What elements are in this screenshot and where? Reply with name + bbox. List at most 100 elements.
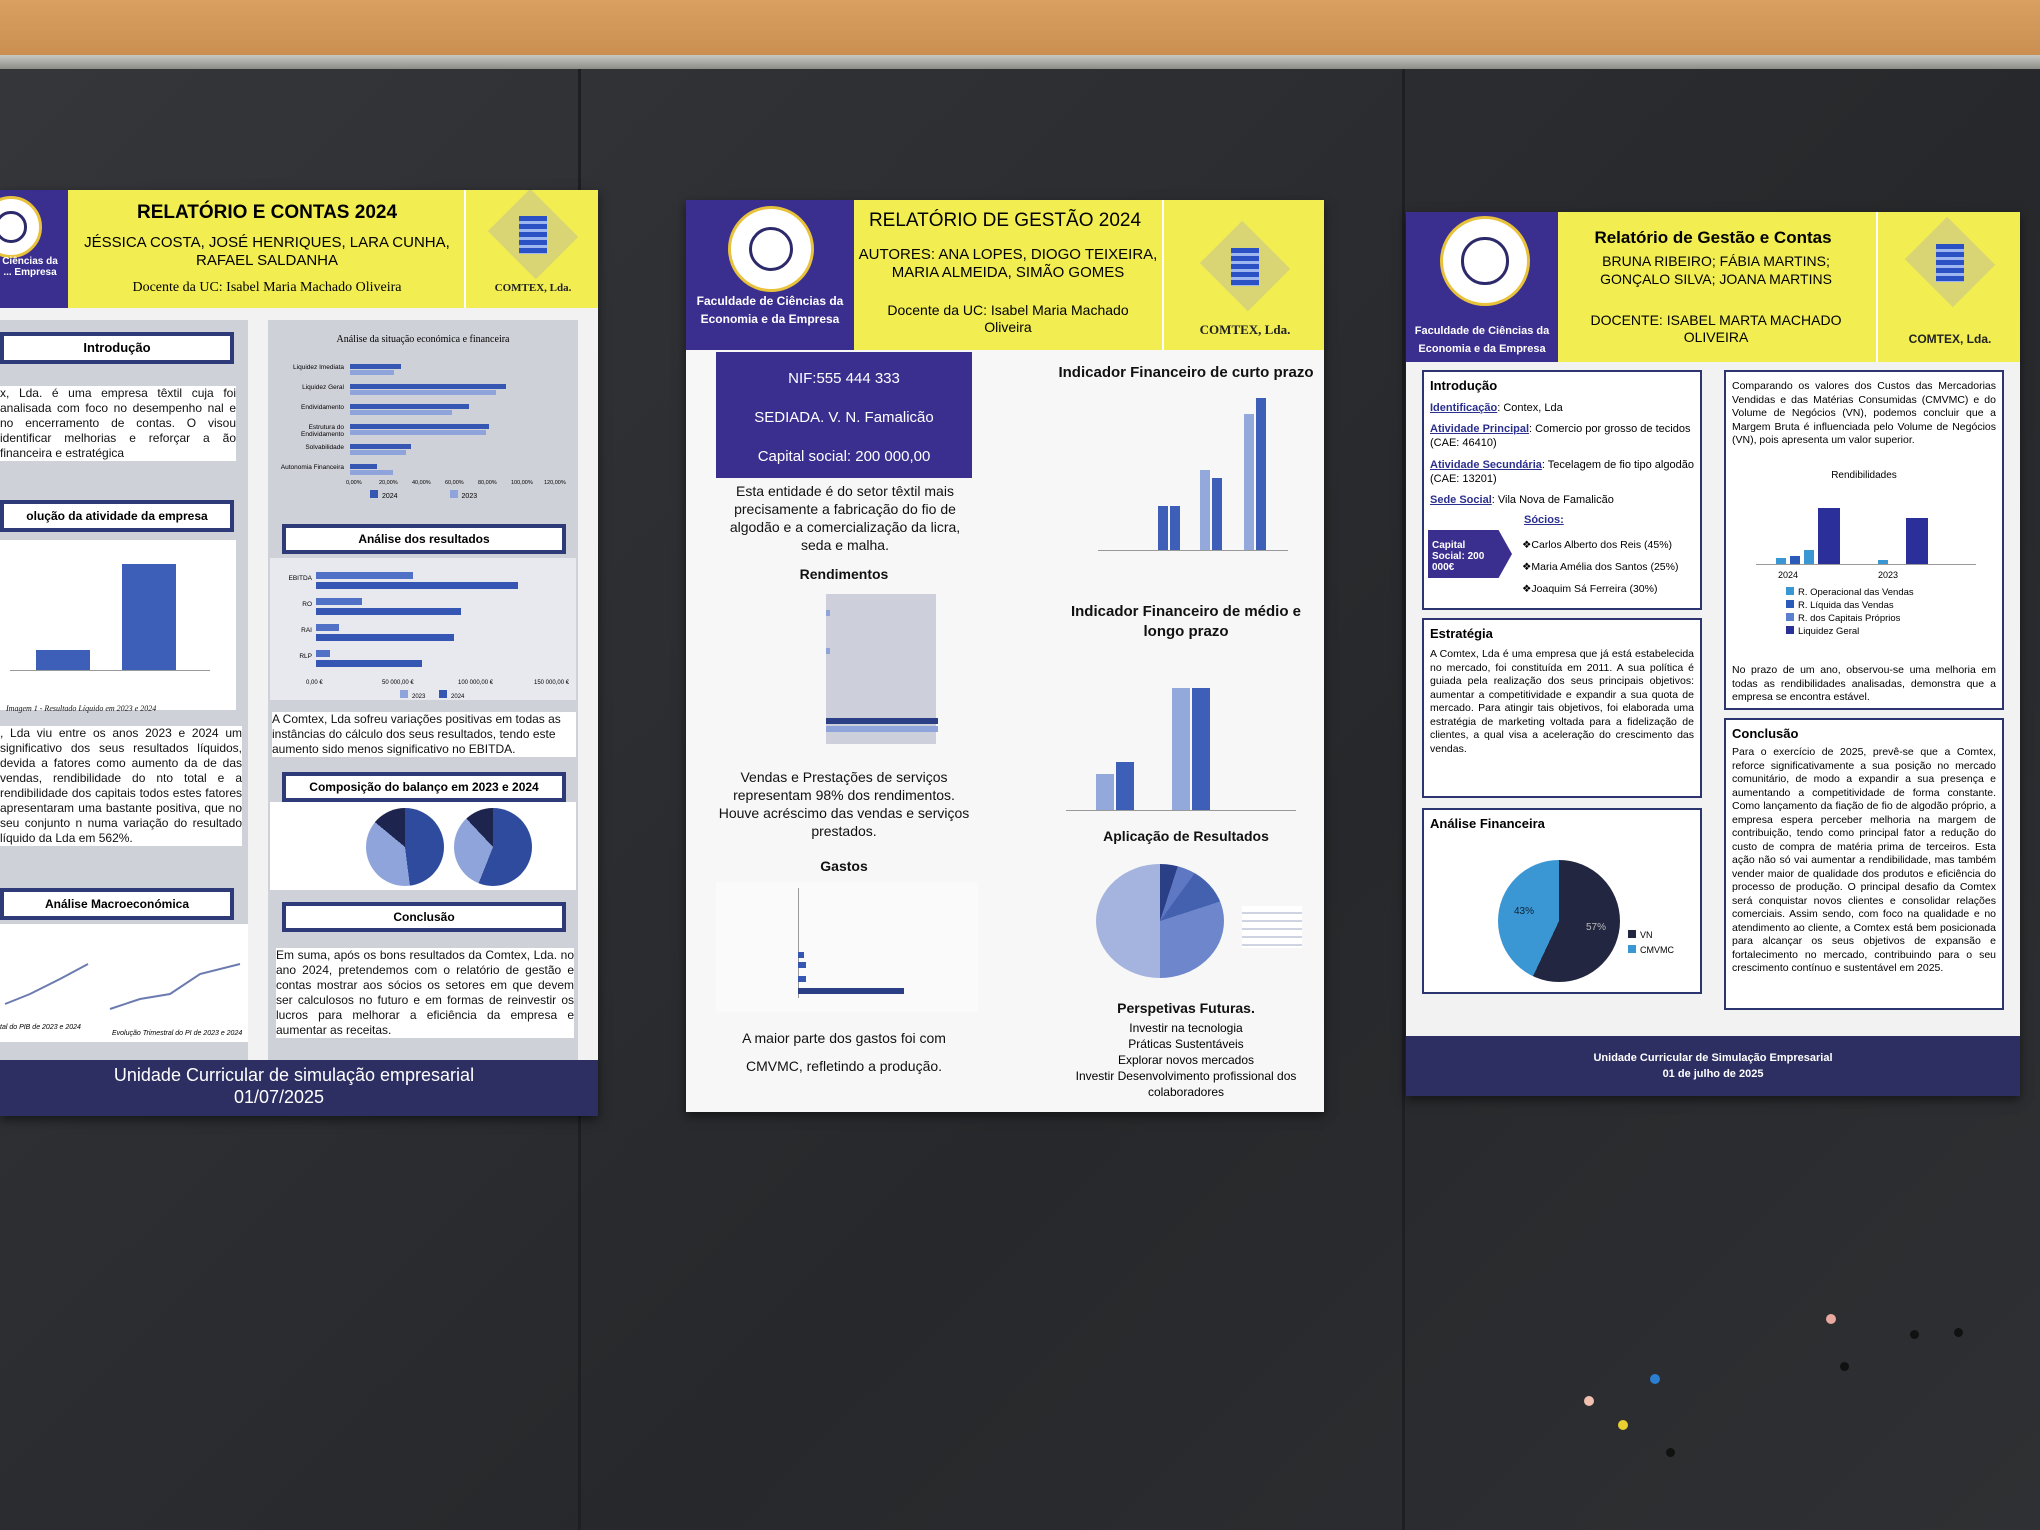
- poster-header: Faculdade de Ciências da Economia e da E…: [1406, 212, 2020, 362]
- situacao-bar-2024: [350, 464, 378, 469]
- situacao-tick: 100,00%: [511, 480, 533, 486]
- macro-caption-1: tal do PIB de 2023 e 2024: [0, 1024, 81, 1031]
- situacao-chart: Análise da situação económica e financei…: [270, 324, 576, 504]
- aluminium-rail: [0, 55, 2040, 69]
- analise-chart: EBITDA RO RAI RLP 0,00 € 50 000,00 € 100 000,…: [270, 558, 576, 700]
- situacao-legend: 2024 2023: [370, 490, 477, 500]
- intro-text: x, Lda. é uma empresa têxtil cuja foi an…: [0, 386, 236, 461]
- situacao-tick: 40,00%: [412, 480, 431, 486]
- situacao-bar-2024: [350, 424, 490, 429]
- faculty-block: Faculdade de Ciências da Economia e da E…: [686, 200, 854, 350]
- pie-balanco-2023: [366, 808, 444, 886]
- rendimentos-text: Vendas e Prestações de serviços represen…: [718, 769, 970, 839]
- situacao-label: Autonomia Financeira: [280, 464, 344, 471]
- situacao-tick: 0,00%: [346, 480, 362, 486]
- section-balanco: Composição do balanço em 2023 e 2024: [282, 772, 566, 802]
- company-name: COMTEX, Lda.: [1199, 322, 1291, 337]
- faculty-name: Faculdade de Ciências da Economia e da E…: [696, 294, 844, 326]
- perspetiva-item: Investir na tecnologia: [1129, 1021, 1243, 1035]
- bar: [1158, 506, 1168, 550]
- perspetiva-item: Investir Desenvolvimento profissional do…: [1075, 1069, 1297, 1099]
- situacao-bar-2023: [350, 450, 407, 455]
- push-pin: [1826, 1314, 1836, 1324]
- macro-caption-2: Evolução Trimestral do PI de 2023 e 2024: [112, 1030, 243, 1037]
- poster-title: RELATÓRIO DE GESTÃO 2024: [868, 210, 1142, 231]
- bar: [1818, 508, 1840, 564]
- bar: [1200, 470, 1210, 550]
- section-intro: Introdução: [0, 332, 234, 364]
- bar: [1170, 506, 1180, 550]
- analise-bar-2024: [316, 582, 519, 589]
- balanco-pies: [270, 802, 576, 890]
- company-name: COMTEX, Lda.: [1908, 332, 1992, 346]
- analise-bar-2024: [316, 660, 422, 667]
- situacao-bar-2023: [350, 470, 393, 475]
- section-evolucao: olução da atividade da empresa: [0, 500, 234, 532]
- poster-footer: Unidade Curricular de Simulação Empresar…: [1406, 1036, 2020, 1096]
- poster-footer: Unidade Curricular de simulação empresar…: [0, 1060, 598, 1116]
- bar: [1776, 558, 1786, 564]
- estrategia-heading: Estratégia: [1430, 626, 1493, 641]
- capital-badge: Capital Social: 200 000€: [1428, 530, 1512, 578]
- perspetiva-item: Explorar novos mercados: [1117, 1053, 1255, 1067]
- docente: Docente da UC: Isabel Maria Machado Oliv…: [887, 302, 1129, 335]
- situacao-bar-2023: [350, 430, 486, 435]
- curto-prazo-chart: [1098, 390, 1308, 570]
- intro-box: Introdução Identificação: Contex, Lda At…: [1422, 370, 1702, 610]
- section-gastos: Gastos: [820, 858, 868, 874]
- conclusao-box: Conclusão Para o exercício de 2025, prev…: [1724, 718, 2004, 1010]
- situacao-bar-2024: [350, 404, 469, 409]
- analise-bar-2023: [316, 572, 413, 579]
- pie-label-cmvmc: 43%: [1514, 906, 1535, 917]
- capital: Capital social: 200 000,00: [757, 448, 931, 465]
- socio-item: ❖Maria Amélia dos Santos (25%): [1522, 561, 1679, 573]
- bar: [1116, 762, 1134, 810]
- ativ2-line: Atividade Secundária: Tecelagem de fio t…: [1430, 459, 1694, 485]
- analise-bar-2023: [316, 624, 339, 631]
- footer-course: Unidade Curricular de Simulação Empresar…: [1593, 1052, 1833, 1064]
- situacao-label: Endividamento: [301, 404, 344, 411]
- situacao-label: Liquidez Imediata: [293, 364, 344, 371]
- poster-header: Faculdade de Ciências da Economia e da E…: [686, 200, 1324, 350]
- bar: [1790, 556, 1800, 564]
- section-aplicacao: Aplicação de Resultados: [1103, 828, 1269, 844]
- company-logo: COMTEX, Lda.: [1876, 212, 2020, 362]
- rend-year-2024: 2024: [1778, 570, 1799, 580]
- poster-left: Ciências da ... Empresa RELATÓRIO E CONT…: [0, 190, 598, 1116]
- analise-tick: 100 000,00 €: [458, 680, 494, 686]
- sede: SEDIADA. V. N. Famalicão: [754, 409, 934, 426]
- intro-heading: Introdução: [1430, 378, 1498, 393]
- company-logo: COMTEX, Lda.: [1162, 200, 1324, 350]
- rend-legend: R. Operacional das Vendas R. Líquida das…: [1786, 586, 1914, 638]
- building-icon: [1219, 240, 1271, 292]
- bar: [1878, 560, 1888, 564]
- company-info-box: NIF:555 444 333 SEDIADA. V. N. Famalicão…: [716, 352, 972, 478]
- analise-tick: 0,00 €: [306, 680, 323, 686]
- bar: [1096, 774, 1114, 810]
- conclusao-text: Para o exercício de 2025, prevê-se que a…: [1732, 746, 1996, 974]
- comparando-box: Comparando os valores dos Custos das Mer…: [1724, 370, 2004, 710]
- situacao-tick: 80,00%: [478, 480, 497, 486]
- situacao-label: Estrutura do Endividamento: [301, 424, 344, 438]
- faculty-block: Faculdade de Ciências da Economia e da E…: [1406, 212, 1558, 362]
- analise-bar-2023: [316, 598, 362, 605]
- medio-prazo-chart: [1066, 660, 1302, 820]
- analise-label: RO: [302, 601, 312, 608]
- ativ-line: Atividade Principal: Comercio por grosso…: [1430, 423, 1691, 449]
- vn-cmvmc-pie: [1498, 860, 1620, 982]
- analise-tick: 50 000,00 €: [382, 680, 414, 686]
- university-seal-icon: [728, 206, 814, 292]
- board-seam: [1402, 69, 1405, 1530]
- poster-middle: Faculdade de Ciências da Economia e da E…: [686, 200, 1324, 1112]
- situacao-tick: 120,00%: [544, 480, 566, 486]
- situacao-bar-2024: [350, 444, 412, 449]
- building-icon: [1924, 236, 1976, 288]
- authors: JÉSSICA COSTA, JOSÉ HENRIQUES, LARA CUNH…: [84, 234, 450, 269]
- section-macro: Análise Macroeconómica: [0, 888, 234, 920]
- situacao-chart-title: Análise da situação económica e financei…: [336, 334, 510, 345]
- analise-label: RLP: [299, 653, 312, 660]
- rend-year-2023: 2023: [1878, 570, 1899, 580]
- analise-box: Análise Financeira 43% 57% VN CMVMC: [1422, 808, 1702, 994]
- section-analise: Análise dos resultados: [282, 524, 566, 554]
- evolucao-caption: Imagem 1 - Resultado Líquido em 2023 e 2…: [6, 704, 157, 713]
